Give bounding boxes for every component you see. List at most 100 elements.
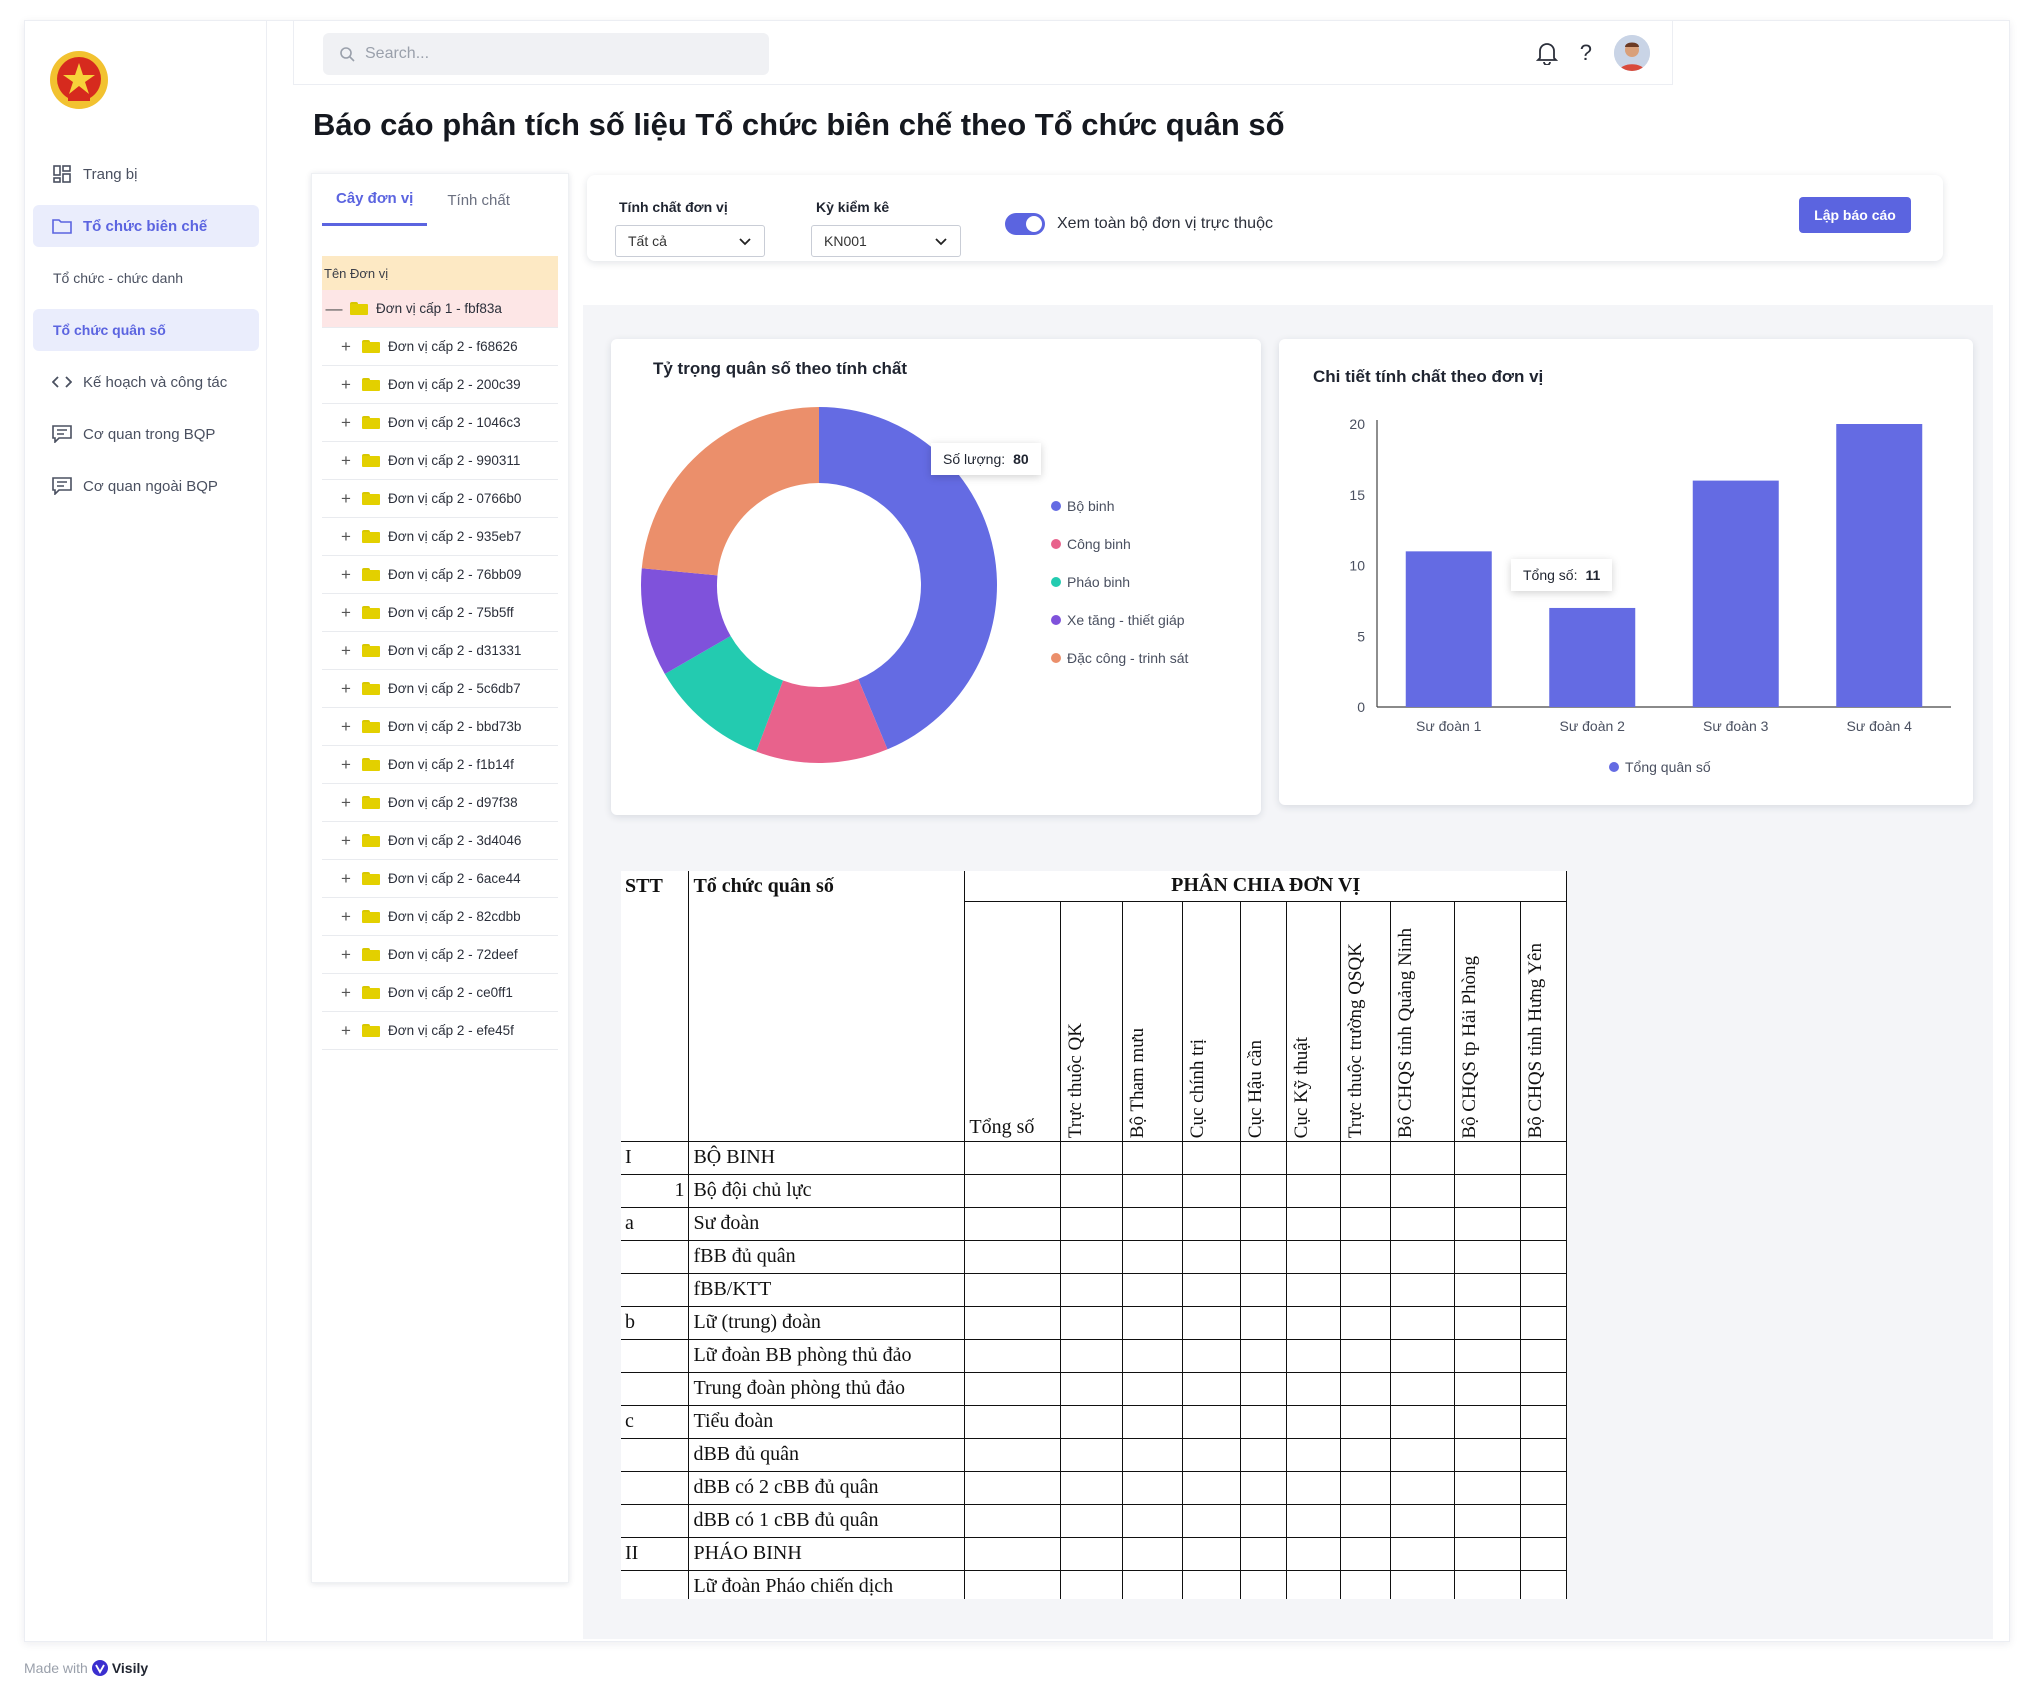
sidebar-item-co-quan-trong-bqp[interactable]: Cơ quan trong BQP (33, 413, 259, 455)
tree-root-row[interactable]: — Đơn vị cấp 1 - fbf83a (322, 290, 558, 328)
nature-filter-label: Tính chất đơn vị (619, 199, 728, 215)
tree-row-label: Đơn vị cấp 2 - ce0ff1 (388, 985, 513, 1000)
sidebar-item-ke-hoach[interactable]: Kế hoạch và công tác (33, 361, 259, 403)
expand-icon[interactable]: + (341, 678, 351, 698)
donut-slice[interactable] (756, 679, 888, 763)
tree-row[interactable]: + Đơn vị cấp 2 - 72deef (322, 936, 558, 974)
help-icon[interactable]: ? (1579, 40, 1592, 65)
expand-icon[interactable]: + (341, 830, 351, 850)
collapse-icon[interactable]: — (325, 298, 343, 318)
expand-icon[interactable]: + (341, 488, 351, 508)
report-cell-value (1454, 1470, 1521, 1505)
donut-slice[interactable] (819, 407, 997, 750)
report-cell-value (1519, 1305, 1567, 1340)
tree-row[interactable]: + Đơn vị cấp 2 - 0766b0 (322, 480, 558, 518)
tree-row-label: Đơn vị cấp 2 - d31331 (388, 643, 522, 658)
expand-icon[interactable]: + (341, 450, 351, 470)
sidebar-item-to-chuc-bien-che[interactable]: Tổ chức biên chế (33, 205, 259, 247)
tab-cay-don-vi[interactable]: Cây đơn vị (322, 174, 428, 226)
donut-slice[interactable] (641, 407, 819, 576)
tree-row-label: Đơn vị cấp 2 - 990311 (388, 453, 521, 468)
expand-icon[interactable]: + (341, 982, 351, 1002)
report-subcol-label: Cục chính trị (1187, 1039, 1209, 1139)
report-row: Lữ đoàn Pháo chiến dịch (621, 1569, 1567, 1599)
tree-row[interactable]: + Đơn vị cấp 2 - f1b14f (322, 746, 558, 784)
bar[interactable] (1549, 607, 1636, 707)
sidebar-item-label: Kế hoạch và công tác (83, 373, 228, 391)
expand-icon[interactable]: + (341, 526, 351, 546)
expand-icon[interactable]: + (341, 336, 351, 356)
report-cell-value (1454, 1404, 1521, 1439)
tree-row[interactable]: + Đơn vị cấp 2 - 76bb09 (322, 556, 558, 594)
tree-row[interactable]: + Đơn vị cấp 2 - 82cdbb (322, 898, 558, 936)
expand-icon[interactable]: + (341, 716, 351, 736)
expand-icon[interactable]: + (341, 374, 351, 394)
tree-row[interactable]: + Đơn vị cấp 2 - 1046c3 (322, 404, 558, 442)
y-tick-label: 15 (1349, 487, 1365, 503)
report-cell-value (1182, 1206, 1242, 1241)
subunits-toggle[interactable] (1005, 213, 1045, 235)
sidebar-item-to-chuc-chuc-danh[interactable]: Tổ chức - chức danh (33, 257, 259, 299)
folder-icon (362, 378, 380, 391)
folder-icon (362, 682, 380, 695)
bar[interactable] (1405, 551, 1492, 707)
report-cell-value (1060, 1140, 1124, 1175)
pie-legend-item: Công binh (1051, 536, 1131, 552)
tree-row[interactable]: + Đơn vị cấp 2 - bbd73b (322, 708, 558, 746)
report-cell-value (1390, 1503, 1455, 1538)
tree-row[interactable]: + Đơn vị cấp 2 - 3d4046 (322, 822, 558, 860)
sidebar-item-trang-bi[interactable]: Trang bị (33, 153, 259, 195)
report-cell-stt (621, 1371, 690, 1406)
expand-icon[interactable]: + (341, 1020, 351, 1040)
expand-icon[interactable]: + (341, 412, 351, 432)
tree-row[interactable]: + Đơn vị cấp 2 - 5c6db7 (322, 670, 558, 708)
report-cell-value (1182, 1140, 1242, 1175)
expand-icon[interactable]: + (341, 868, 351, 888)
period-filter-label: Kỳ kiểm kê (816, 199, 890, 215)
tree-row[interactable]: + Đơn vị cấp 2 - ce0ff1 (322, 974, 558, 1012)
y-tick-label: 5 (1357, 628, 1365, 644)
bar-chart: 0 5 10 15 20 Sư đoàn 1 Sư đoàn 2 Sư đoàn 3 Sư đo… (1349, 416, 1951, 734)
tree-row[interactable]: + Đơn vị cấp 2 - 200c39 (322, 366, 558, 404)
tab-tinh-chat[interactable]: Tính chất (447, 191, 510, 209)
report-cell-value (1240, 1305, 1288, 1340)
bell-icon[interactable] (1535, 41, 1558, 65)
expand-icon[interactable]: + (341, 792, 351, 812)
donut-slice[interactable] (664, 636, 784, 752)
create-report-button[interactable]: Lập báo cáo (1799, 197, 1911, 233)
tree-row[interactable]: + Đơn vị cấp 2 - 6ace44 (322, 860, 558, 898)
expand-icon[interactable]: + (341, 944, 351, 964)
folder-icon (362, 872, 380, 885)
tree-row[interactable]: + Đơn vị cấp 2 - 990311 (322, 442, 558, 480)
folder-icon (362, 758, 380, 771)
tree-row[interactable]: + Đơn vị cấp 2 - 75b5ff (322, 594, 558, 632)
expand-icon[interactable]: + (341, 906, 351, 926)
tree-row[interactable]: + Đơn vị cấp 2 - 935eb7 (322, 518, 558, 556)
donut-slice[interactable] (641, 568, 731, 674)
period-select[interactable]: KN001 (811, 225, 961, 257)
avatar[interactable] (1614, 35, 1650, 71)
folder-icon (362, 834, 380, 847)
tree-row[interactable]: + Đơn vị cấp 2 - d97f38 (322, 784, 558, 822)
expand-icon[interactable]: + (341, 640, 351, 660)
tree-row-label: Đơn vị cấp 2 - 82cdbb (388, 909, 521, 924)
report-row: 1 Bộ đội chủ lực (621, 1173, 1567, 1208)
bar[interactable] (1836, 424, 1923, 707)
pie-legend-label: Pháo binh (1067, 574, 1131, 590)
sidebar-item-co-quan-ngoai-bqp[interactable]: Cơ quan ngoài BQP (33, 465, 259, 507)
sidebar-item-to-chuc-quan-so[interactable]: Tổ chức quân số (33, 309, 259, 351)
report-preview: STT Tổ chức quân số PHÂN CHIA ĐƠN VỊ Tổn… (621, 871, 1567, 1599)
nature-select[interactable]: Tất cả (615, 225, 765, 257)
expand-icon[interactable]: + (341, 754, 351, 774)
tree-row[interactable]: + Đơn vị cấp 2 - efe45f (322, 1012, 558, 1050)
report-subcol-header: Bộ Tham mưu (1122, 900, 1184, 1142)
search-input[interactable]: Search... (323, 33, 769, 75)
expand-icon[interactable]: + (341, 602, 351, 622)
tree-row[interactable]: + Đơn vị cấp 2 - d31331 (322, 632, 558, 670)
made-with-label: Made with (24, 1660, 88, 1676)
expand-icon[interactable]: + (341, 564, 351, 584)
report-subcol-label: Bộ CHQS tp Hải Phòng (1459, 955, 1480, 1139)
tree-row-label: Đơn vị cấp 2 - 200c39 (388, 377, 521, 392)
bar[interactable] (1692, 480, 1779, 707)
tree-row[interactable]: + Đơn vị cấp 2 - f68626 (322, 328, 558, 366)
